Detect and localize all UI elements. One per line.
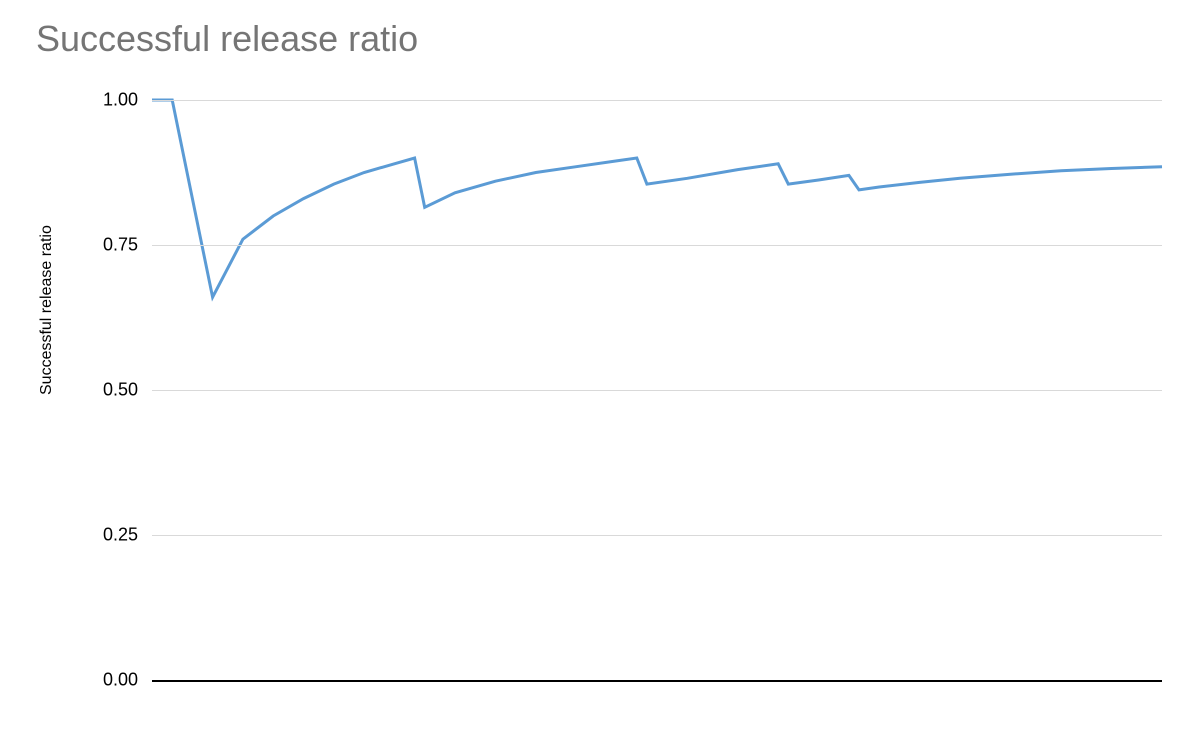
gridline <box>152 245 1162 246</box>
gridline <box>152 535 1162 536</box>
y-tick-label: 0.75 <box>103 235 138 256</box>
y-tick-label: 1.00 <box>103 90 138 111</box>
y-tick-label: 0.25 <box>103 525 138 546</box>
plot-area: 0.000.250.500.751.00 <box>152 100 1162 680</box>
chart-container: Successful release ratio Successful rele… <box>0 0 1200 742</box>
y-axis-label: Successful release ratio <box>38 225 56 395</box>
gridline <box>152 390 1162 391</box>
chart-title: Successful release ratio <box>36 18 418 60</box>
gridline <box>152 100 1162 101</box>
y-tick-label: 0.00 <box>103 670 138 691</box>
data-line <box>152 100 1162 297</box>
y-tick-label: 0.50 <box>103 380 138 401</box>
x-axis-line <box>152 680 1162 682</box>
